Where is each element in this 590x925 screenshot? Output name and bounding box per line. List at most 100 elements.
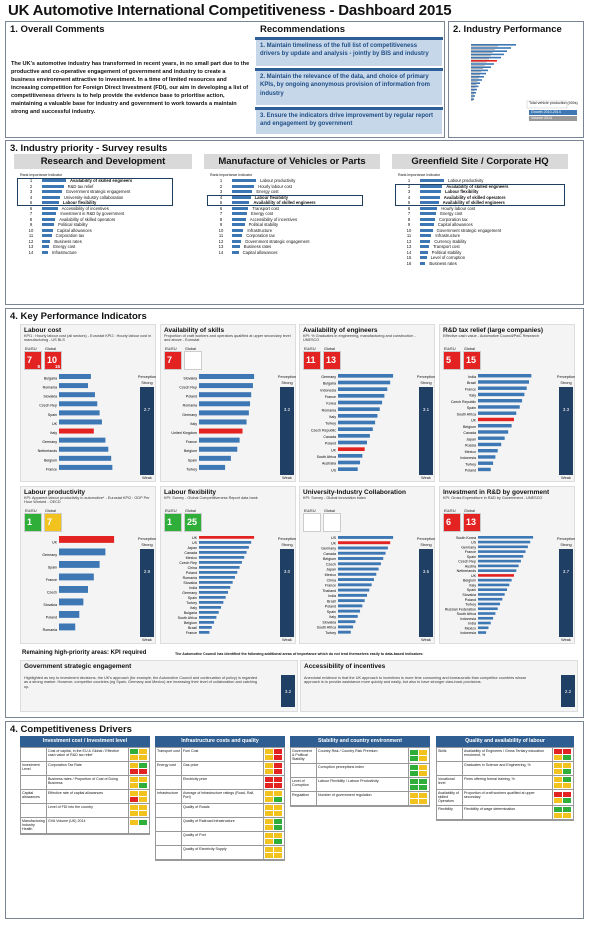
kpi-bar-label: Korea: [326, 402, 336, 406]
rag-cell-A: [563, 812, 571, 818]
rag-cell-A: [265, 811, 273, 816]
priority-rank: 13: [218, 244, 224, 250]
kpi-bar: [478, 540, 531, 544]
kpi-bar: [478, 593, 505, 596]
kpi-bar-label: Mexico: [186, 556, 197, 560]
importance-bar: [232, 223, 245, 227]
kpi-bar-label: Romania: [43, 628, 57, 632]
driver-category: [156, 832, 182, 845]
perception-value: 2.7: [143, 407, 151, 412]
rag-cell-A: [265, 791, 273, 796]
rag-status: [129, 818, 148, 833]
driver-category: [156, 818, 182, 831]
rag-status: [129, 804, 148, 817]
priority-row: 7 Investment in R&D by government: [20, 211, 132, 217]
kpi-bar-label: Spain: [467, 555, 476, 559]
global-rank-value: 15: [466, 355, 477, 365]
kpi-bar-label: Turkey: [325, 422, 336, 426]
priority-rank: 5: [219, 200, 223, 206]
kpi-bar-label: Slovakia: [462, 593, 476, 597]
rag-cell-R: [563, 791, 571, 797]
priority-rank: 4: [407, 194, 411, 200]
perception-label: Perception: [137, 537, 157, 541]
rag-cell-G: [410, 755, 418, 761]
importance-bar: [42, 234, 52, 238]
priority-row: 9 Political stability: [20, 222, 132, 228]
overall-comments-heading: 1. Overall Comments: [10, 24, 105, 35]
driver-row: Quality of Roads: [156, 804, 284, 818]
priority-label: Political stability: [431, 249, 462, 255]
rag-cell-A: [274, 853, 282, 858]
driver-indicator: Firms offering formal training, %: [463, 776, 553, 789]
perception-strong: Strong: [560, 381, 572, 385]
driver-category: Transport cost: [156, 748, 182, 761]
driver-indicator: Business rates / Proportion of Cost of D…: [47, 776, 129, 789]
kpi-bar: [199, 437, 240, 443]
kpi-bar: [478, 442, 502, 447]
kpi-bar-chart: Slovakia Czech Rep Poland Romania Germany Ita…: [171, 374, 255, 471]
kpi-bar-label: UK: [471, 574, 477, 578]
remaining-1-text: Highlighted as key to investment decisio…: [24, 676, 258, 689]
kpi-source: Effective cash value - Automotive Counci…: [443, 334, 539, 338]
perf-bar: [471, 92, 476, 94]
legend-volume: [529, 116, 577, 121]
kpi-name: R&D tax relief (large companies): [443, 327, 544, 334]
driver-row: Level of FDI into the country: [21, 804, 149, 818]
kpi-bar-label: Romania: [183, 404, 197, 408]
remaining-2-name: Accessibility of incentives: [304, 663, 386, 670]
kpi-bar: [478, 461, 494, 465]
drivers-heading: 4. Competitiveness Drivers: [10, 724, 132, 735]
kpi-bar: [338, 562, 381, 566]
driver-column: Transport cost Fuel Cost Energy cost Gas pr…: [155, 747, 285, 861]
importance-bar: [420, 206, 438, 210]
rag-cell-A: [419, 755, 427, 761]
rag-cell-R: [274, 755, 282, 760]
kpi-bar: [59, 455, 112, 461]
driver-category: Infrastructure: [156, 790, 182, 803]
perception-weak: Weak: [142, 476, 152, 480]
rag-cell-R: [139, 769, 147, 774]
rag-status: [264, 748, 283, 761]
driver-row: Flexibility Flexibility of wage determina…: [437, 805, 573, 820]
importance-bar: [420, 201, 439, 205]
eu-rank: 1: [164, 513, 182, 532]
kpi-bar-label: India: [328, 594, 336, 598]
perf-bar-volume: [471, 58, 489, 60]
recommendation-1: 1. Maintain timeliness of the full list …: [256, 40, 442, 66]
perf-bar-volume: [471, 96, 474, 98]
rag-cell-R: [563, 749, 571, 754]
perf-legend-1: Total vehicle production (000s): [529, 101, 578, 105]
perf-bar: [471, 72, 486, 75]
priority-rank: 1: [219, 178, 223, 184]
kpi-bar-label: UK: [471, 419, 477, 423]
kpi-bar: [478, 405, 520, 409]
driver-indicator: Corporation Tax Rate: [47, 762, 129, 775]
global-rank-value: 10: [47, 355, 58, 365]
perf-bar-volume: [471, 77, 479, 79]
priority-rank: 13: [28, 244, 34, 250]
priority-row: 8 Accessibility of incentives: [210, 217, 316, 223]
eu-rank: 6: [443, 513, 461, 532]
eu-rank: 5: [443, 351, 461, 370]
kpi-bar: [478, 455, 496, 459]
priority-row: 8 Availability of skilled operators: [20, 217, 132, 223]
rag-cell-G: [410, 764, 418, 770]
priority-label: Infrastructure: [247, 227, 273, 233]
kpi-source: KPI: % Graduates in engineering, manufac…: [303, 334, 416, 343]
kpi-bar-label: Spain: [48, 413, 57, 417]
rag-cell-R: [274, 749, 282, 754]
kpi-bar-label: Canada: [323, 552, 336, 556]
kpi-bar-label: Belgium: [184, 621, 197, 625]
priority-label: Energy cost: [256, 189, 279, 195]
kpi-bar-label: Russian Federation: [445, 607, 476, 611]
perf-bar: [471, 44, 516, 46]
perf-bar-volume: [471, 68, 483, 69]
kpi-bar: [59, 598, 84, 606]
importance-bar: [42, 201, 59, 205]
kpi-bar: [199, 546, 249, 549]
eu-rank-label: EU/EU: [444, 509, 456, 513]
kpi-bar: [59, 383, 88, 389]
priority-row: 3 Government strategic engagement: [20, 189, 132, 195]
kpi-bar: [59, 586, 88, 593]
